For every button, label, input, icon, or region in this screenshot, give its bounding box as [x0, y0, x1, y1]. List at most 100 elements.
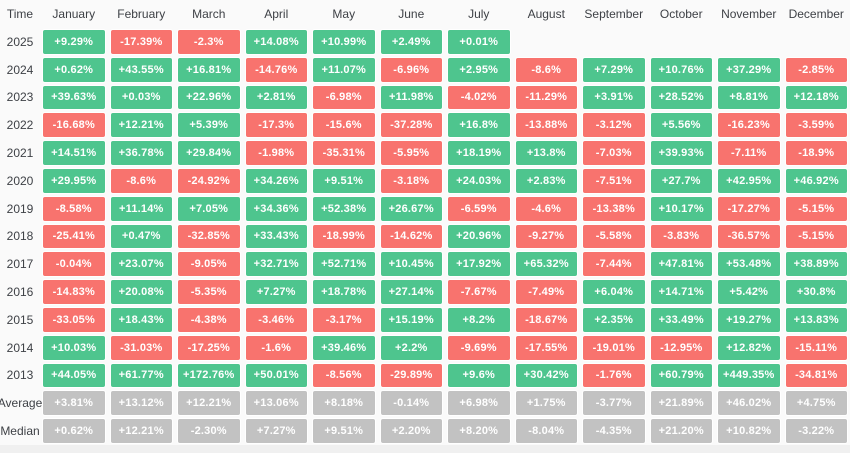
cell-2016-june: +27.14% [378, 278, 446, 306]
row-label-2023: 2023 [6, 90, 34, 105]
row-label-2024: 2024 [6, 62, 34, 77]
return-value: +12.21% [178, 391, 240, 416]
cell-2021-january: +14.51% [40, 139, 108, 167]
cell-2017-january: -0.04% [40, 250, 108, 278]
cell-2024-august: -8.6% [513, 56, 581, 84]
return-value: +27.14% [380, 280, 442, 304]
cell-2015-april: -3.46% [243, 306, 311, 334]
cell-2017-july: +17.92% [445, 250, 513, 278]
return-value: +7.27% [245, 280, 307, 304]
return-value: +47.81% [650, 252, 712, 277]
cell-2020-february: -8.6% [108, 167, 176, 195]
cell-2023-september: +3.91% [580, 84, 648, 112]
return-value: +12.82% [718, 335, 780, 360]
cell-2025-february: -17.39% [108, 28, 176, 56]
return-value: -17.39% [110, 30, 172, 54]
cell-2022-august: -13.88% [513, 111, 581, 139]
return-value: -16.23% [718, 113, 780, 138]
return-value: -17.55% [515, 335, 577, 360]
return-value: +449.35% [718, 363, 780, 388]
cell-2020-december: +46.92% [783, 167, 850, 195]
return-value: +2.81% [245, 85, 307, 110]
return-value: +10.82% [718, 419, 780, 443]
cell-2017-august: +65.32% [513, 250, 581, 278]
return-value: +65.32% [515, 252, 577, 277]
return-value: +10.03% [43, 335, 105, 360]
return-value: -3.17% [313, 307, 375, 332]
return-value: +8.2% [448, 307, 510, 332]
cell-2016-december: +30.8% [783, 278, 850, 306]
return-value: +2.35% [583, 307, 645, 332]
cell-2025-october [648, 28, 716, 56]
return-value: +39.63% [43, 85, 105, 110]
return-value: -3.59% [785, 113, 847, 138]
cell-2024-november: +37.29% [715, 56, 783, 84]
cell-2024-january: +0.62% [40, 56, 108, 84]
return-value: -3.22% [785, 419, 847, 443]
return-value: -7.11% [718, 141, 780, 165]
cell-2018-august: -9.27% [513, 223, 581, 251]
cell-2021-april: -1.98% [243, 139, 311, 167]
cell-2022-january: -16.68% [40, 111, 108, 139]
cell-2024-april: -14.76% [243, 56, 311, 84]
column-header-june: June [398, 7, 425, 21]
cell-2016-january: -14.83% [40, 278, 108, 306]
cell-2014-april: -1.6% [243, 334, 311, 362]
cell-median-may: +9.51% [310, 417, 378, 445]
return-value: -5.58% [583, 224, 645, 249]
return-value: +18.19% [448, 141, 510, 165]
cell-average-november: +46.02% [715, 389, 783, 417]
cell-2025-june: +2.49% [378, 28, 446, 56]
return-value: +42.95% [718, 168, 780, 193]
cell-2013-july: +9.6% [445, 362, 513, 390]
return-value: -2.85% [785, 57, 847, 82]
cell-2015-may: -3.17% [310, 306, 378, 334]
return-value: +16.81% [178, 57, 240, 82]
cell-average-july: +6.98% [445, 389, 513, 417]
return-value: -19.01% [583, 335, 645, 360]
return-value: +11.14% [110, 196, 172, 221]
cell-2013-february: +61.77% [108, 362, 176, 390]
return-value: +12.21% [110, 113, 172, 138]
cell-2016-july: -7.67% [445, 278, 513, 306]
cell-2023-february: +0.03% [108, 84, 176, 112]
return-value: -8.56% [313, 363, 375, 388]
cell-2023-november: +8.81% [715, 84, 783, 112]
column-header-december: December [788, 7, 844, 21]
cell-2015-november: +19.27% [715, 306, 783, 334]
cell-average-may: +8.18% [310, 389, 378, 417]
return-value: +14.08% [245, 30, 307, 54]
return-value: +13.8% [515, 141, 577, 165]
return-value: -7.44% [583, 252, 645, 277]
cell-average-april: +13.06% [243, 389, 311, 417]
return-value: -16.68% [43, 113, 105, 138]
cell-2013-august: +30.42% [513, 362, 581, 390]
return-value: -18.9% [785, 141, 847, 165]
cell-2025-september [580, 28, 648, 56]
return-value: +0.62% [43, 419, 105, 443]
return-value: -4.6% [515, 196, 577, 221]
cell-2024-september: +7.29% [580, 56, 648, 84]
cell-2017-may: +52.71% [310, 250, 378, 278]
cell-2023-december: +12.18% [783, 84, 850, 112]
return-value: +24.03% [448, 168, 510, 193]
return-value: -34.81% [785, 363, 847, 388]
return-value: +46.02% [718, 391, 780, 416]
return-value: -6.98% [313, 85, 375, 110]
return-value: -9.27% [515, 224, 577, 249]
return-value: +60.79% [650, 363, 712, 388]
cell-2025-august [513, 28, 581, 56]
cell-median-september: -4.35% [580, 417, 648, 445]
cell-median-july: +8.20% [445, 417, 513, 445]
return-value: -9.05% [178, 252, 240, 277]
cell-2022-june: -37.28% [378, 111, 446, 139]
return-value: +39.93% [650, 141, 712, 165]
cell-2020-august: +2.83% [513, 167, 581, 195]
return-value: +14.71% [650, 280, 712, 304]
cell-2018-march: -32.85% [175, 223, 243, 251]
return-value: +10.99% [313, 30, 375, 54]
return-value: +29.84% [178, 141, 240, 165]
return-value: +50.01% [245, 363, 307, 388]
cell-2015-february: +18.43% [108, 306, 176, 334]
cell-2019-february: +11.14% [108, 195, 176, 223]
